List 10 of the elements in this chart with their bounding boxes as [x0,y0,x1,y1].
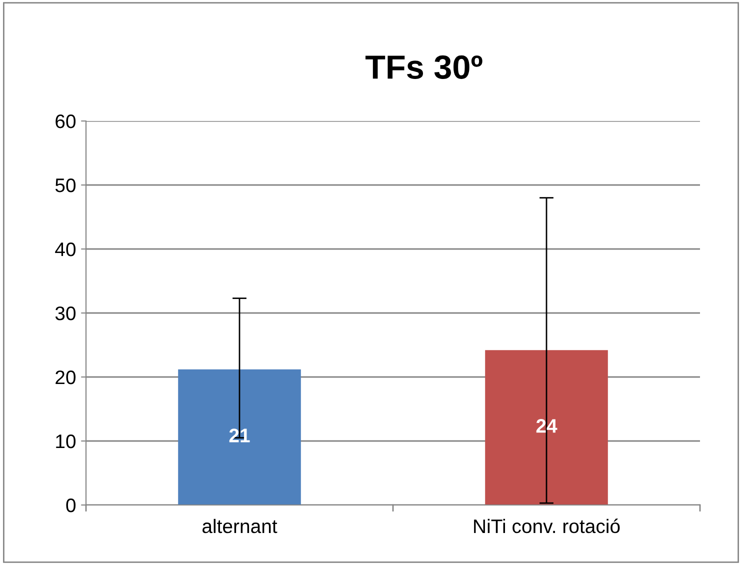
chart-title: TFs 30º [365,55,482,79]
x-tick-label: NiTi conv. rotació [474,518,620,534]
y-tick-label: 50 [55,178,76,192]
y-tick-label: 10 [56,434,76,448]
y-tick-label: 60 [56,114,76,128]
y-tick-label: 20 [56,370,76,384]
y-tick-label: 40 [55,242,76,256]
y-tick-label: 0 [66,498,76,512]
y-tick-label: 30 [55,306,76,320]
x-tick-label: alternant [202,518,278,534]
